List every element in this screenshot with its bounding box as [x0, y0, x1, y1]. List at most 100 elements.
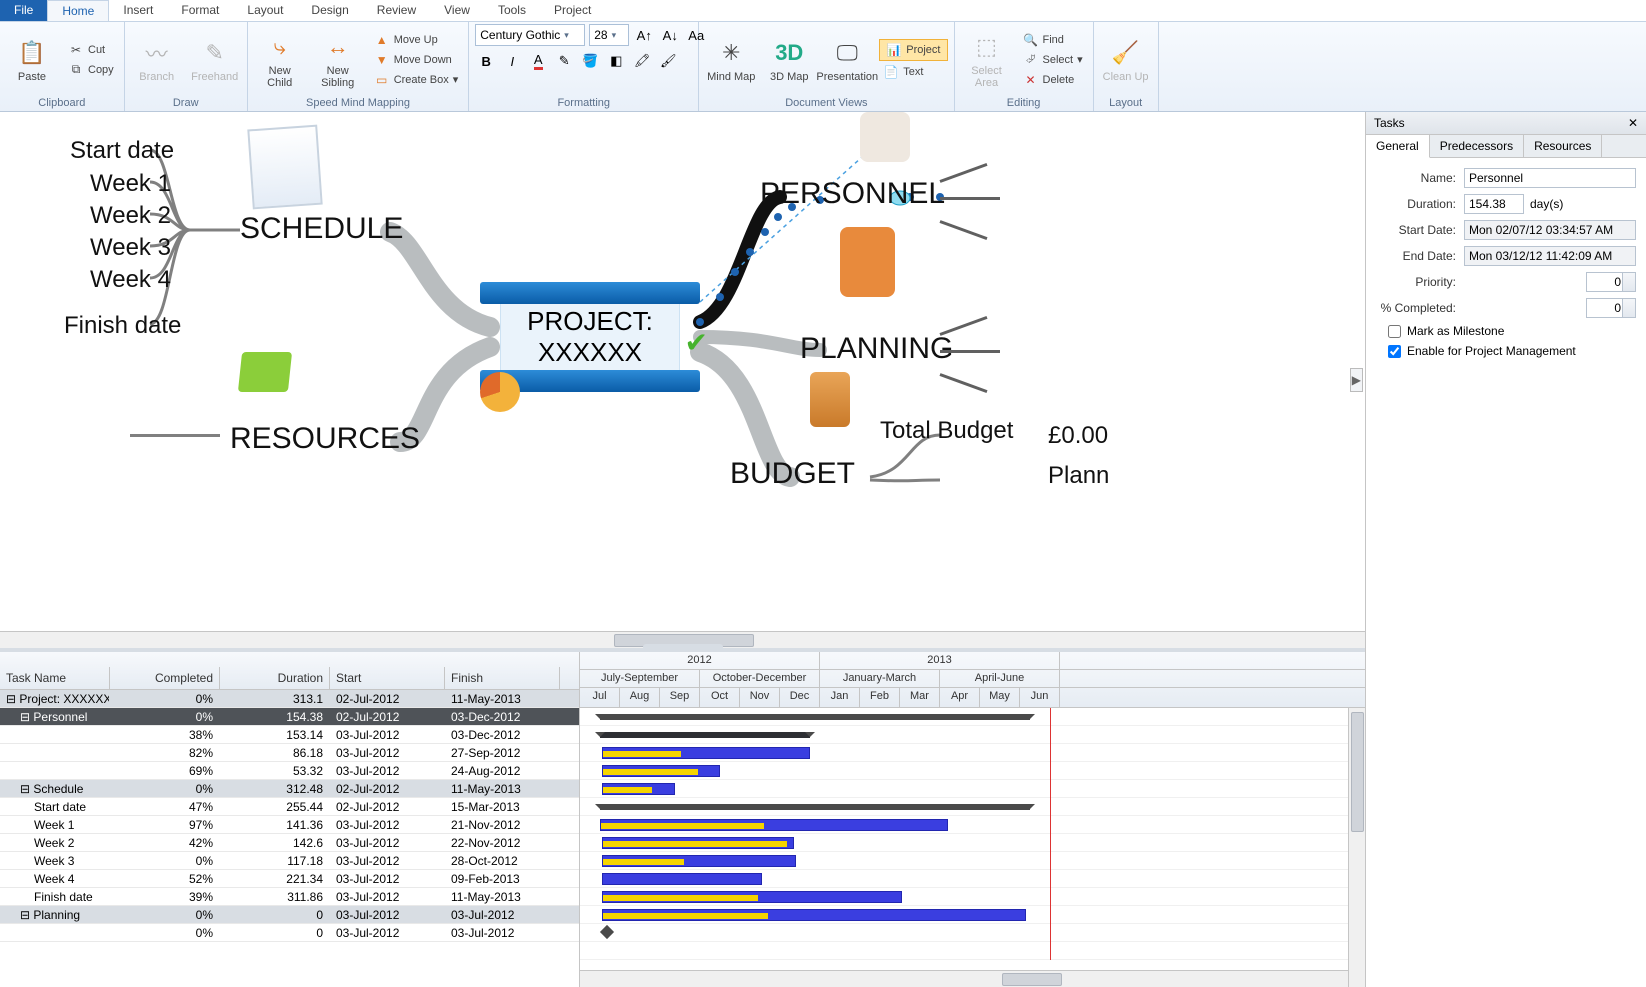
col-taskname[interactable]: Task Name: [0, 667, 110, 689]
shape-button[interactable]: ◧: [605, 50, 627, 72]
tab-design[interactable]: Design: [297, 0, 362, 21]
text-view-button[interactable]: 📄Text: [879, 63, 947, 81]
move-down-button[interactable]: ▼Move Down: [370, 51, 463, 69]
tab-layout[interactable]: Layout: [233, 0, 297, 21]
italic-button[interactable]: I: [501, 50, 523, 72]
tab-file[interactable]: File: [0, 0, 47, 21]
new-child-button[interactable]: ⤷New Child: [254, 27, 306, 93]
node-week4[interactable]: Week 4: [90, 266, 171, 294]
tab-home[interactable]: Home: [47, 0, 109, 21]
tab-general[interactable]: General: [1366, 135, 1430, 158]
table-row[interactable]: ⊟ Schedule0%312.4802-Jul-201211-May-2013: [0, 780, 579, 798]
table-row[interactable]: ⊟ Project: XXXXXX0%313.102-Jul-201211-Ma…: [0, 690, 579, 708]
gantt-vscroll[interactable]: [1351, 712, 1364, 832]
project-view-button[interactable]: 📊Project: [879, 39, 947, 61]
select-area-button[interactable]: ⬚Select Area: [961, 27, 1013, 93]
create-box-button[interactable]: ▭Create Box▾: [370, 71, 463, 89]
node-week1[interactable]: Week 1: [90, 170, 171, 198]
pct-stepper[interactable]: 0: [1586, 298, 1636, 318]
branch-button[interactable]: 〰Branch: [131, 27, 183, 93]
font-combo[interactable]: Century Gothic▾: [475, 24, 585, 46]
tab-tools[interactable]: Tools: [484, 0, 540, 21]
table-row[interactable]: 69%53.3203-Jul-201224-Aug-2012: [0, 762, 579, 780]
tab-review[interactable]: Review: [363, 0, 430, 21]
duration-field[interactable]: [1464, 194, 1524, 214]
mindmap-view-button[interactable]: ✳Mind Map: [705, 27, 757, 93]
table-row[interactable]: Finish date39%311.8603-Jul-201211-May-20…: [0, 888, 579, 906]
delete-button[interactable]: ✕Delete: [1019, 71, 1087, 89]
shrink-font-button[interactable]: A↓: [659, 24, 681, 46]
name-field[interactable]: [1464, 168, 1636, 188]
copy-button[interactable]: ⧉Copy: [64, 61, 118, 79]
col-finish[interactable]: Finish: [445, 667, 560, 689]
group-formatting-label: Formatting: [475, 95, 692, 111]
splitter-handle[interactable]: [643, 644, 723, 650]
group-smm: ⤷New Child ↔New Sibling ▲Move Up ▼Move D…: [248, 22, 470, 111]
col-start[interactable]: Start: [330, 667, 445, 689]
bold-button[interactable]: B: [475, 50, 497, 72]
paste-button[interactable]: 📋 Paste: [6, 27, 58, 93]
expand-pane-button[interactable]: ▶: [1350, 368, 1363, 392]
table-row[interactable]: Start date47%255.4402-Jul-201215-Mar-201…: [0, 798, 579, 816]
close-icon[interactable]: ✕: [1628, 116, 1638, 130]
col-completed[interactable]: Completed: [110, 667, 220, 689]
font-size: 28: [594, 28, 607, 42]
node-resources[interactable]: RESOURCES: [230, 422, 420, 456]
font-color-button[interactable]: A: [527, 50, 549, 72]
move-up-button[interactable]: ▲Move Up: [370, 31, 463, 49]
node-total-budget[interactable]: Total Budget: [880, 417, 1013, 445]
node-budget[interactable]: BUDGET: [730, 457, 855, 491]
end-date-field[interactable]: [1464, 246, 1636, 266]
find-button[interactable]: 🔍Find: [1019, 31, 1087, 49]
select-button[interactable]: ⮰Select▾: [1019, 51, 1087, 69]
fill-color-button[interactable]: 🪣: [579, 50, 601, 72]
node-center[interactable]: PROJECT: XXXXXX ✔: [480, 282, 700, 392]
priority-stepper[interactable]: 0: [1586, 272, 1636, 292]
new-sibling-button[interactable]: ↔New Sibling: [312, 27, 364, 93]
node-start-date[interactable]: Start date: [70, 137, 174, 165]
grow-font-button[interactable]: A↑: [633, 24, 655, 46]
cut-button[interactable]: ✂Cut: [64, 41, 118, 59]
node-finish-date[interactable]: Finish date: [64, 312, 181, 340]
node-week3[interactable]: Week 3: [90, 234, 171, 262]
table-row[interactable]: Week 30%117.1803-Jul-201228-Oct-2012: [0, 852, 579, 870]
tab-project[interactable]: Project: [540, 0, 605, 21]
tab-resources[interactable]: Resources: [1524, 135, 1602, 157]
table-row[interactable]: 38%153.1403-Jul-201203-Dec-2012: [0, 726, 579, 744]
font-size-combo[interactable]: 28▾: [589, 24, 629, 46]
gantt-pane: Task Name Completed Duration Start Finis…: [0, 652, 1365, 987]
node-total-value[interactable]: £0.00: [1048, 422, 1108, 450]
format-painter-button[interactable]: 🖌: [657, 50, 679, 72]
pm-checkbox[interactable]: [1388, 345, 1401, 358]
node-week2[interactable]: Week 2: [90, 202, 171, 230]
gantt-row: [580, 780, 1365, 798]
cleanup-button[interactable]: 🧹Clean Up: [1100, 27, 1152, 93]
highlight-button[interactable]: 🖍: [631, 50, 653, 72]
col-duration[interactable]: Duration: [220, 667, 330, 689]
tab-insert[interactable]: Insert: [109, 0, 167, 21]
milestone-checkbox[interactable]: [1388, 325, 1401, 338]
start-date-field[interactable]: [1464, 220, 1636, 240]
table-row[interactable]: Week 242%142.603-Jul-201222-Nov-2012: [0, 834, 579, 852]
node-plann[interactable]: Plann: [1048, 462, 1109, 490]
table-row[interactable]: 0%003-Jul-201203-Jul-2012: [0, 924, 579, 942]
3dmap-view-button[interactable]: 3D3D Map: [763, 27, 815, 93]
node-planning[interactable]: PLANNING: [800, 332, 953, 366]
table-row[interactable]: ⊟ Personnel0%154.3802-Jul-201203-Dec-201…: [0, 708, 579, 726]
tab-predecessors[interactable]: Predecessors: [1430, 135, 1524, 157]
tab-format[interactable]: Format: [167, 0, 233, 21]
table-row[interactable]: Week 197%141.3603-Jul-201221-Nov-2012: [0, 816, 579, 834]
freehand-button[interactable]: ✎Freehand: [189, 27, 241, 93]
duration-label: Duration:: [1376, 197, 1456, 211]
gantt-chart[interactable]: 20122013 July-SeptemberOctober-DecemberJ…: [580, 652, 1365, 987]
tab-view[interactable]: View: [430, 0, 484, 21]
presentation-view-button[interactable]: 🖵Presentation: [821, 27, 873, 93]
mindmap-canvas[interactable]: Start date Week 1 Week 2 Week 3 Week 4 F…: [0, 112, 1365, 652]
node-personnel[interactable]: PERSONNEL: [760, 177, 945, 211]
table-row[interactable]: 82%86.1803-Jul-201227-Sep-2012: [0, 744, 579, 762]
node-schedule[interactable]: SCHEDULE: [240, 212, 403, 246]
table-row[interactable]: Week 452%221.3403-Jul-201209-Feb-2013: [0, 870, 579, 888]
table-row[interactable]: ⊟ Planning0%003-Jul-201203-Jul-2012: [0, 906, 579, 924]
gantt-hscroll[interactable]: [1002, 973, 1062, 986]
line-color-button[interactable]: ✎: [553, 50, 575, 72]
